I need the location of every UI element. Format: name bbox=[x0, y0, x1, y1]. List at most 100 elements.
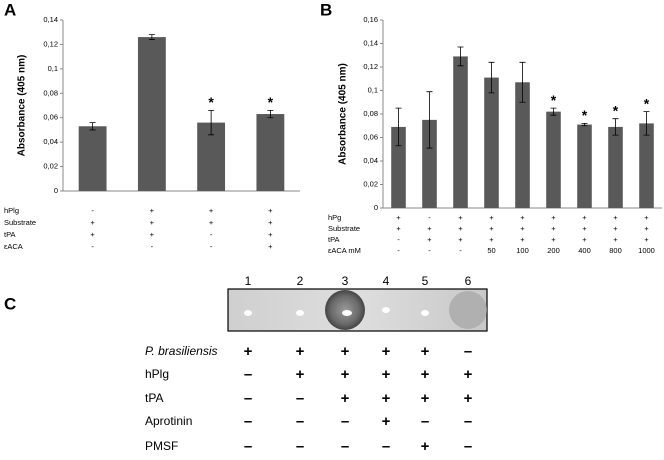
condition-name: tPA bbox=[328, 235, 340, 244]
bar bbox=[78, 126, 107, 191]
row-sign: + bbox=[382, 413, 391, 430]
condition-value: + bbox=[209, 218, 214, 227]
condition-value: + bbox=[582, 235, 587, 244]
y-tick-label: 0,04 bbox=[363, 156, 378, 165]
error-bar bbox=[267, 109, 274, 119]
y-tick-label: 0,12 bbox=[363, 62, 378, 71]
condition-value: + bbox=[551, 213, 556, 222]
condition-value: + bbox=[90, 230, 95, 239]
y-tick-label: 0,08 bbox=[43, 88, 58, 97]
row-label: Aprotinin bbox=[145, 414, 192, 428]
condition-name: Substrate bbox=[4, 218, 36, 227]
condition-value: 100 bbox=[516, 246, 529, 255]
bar bbox=[515, 82, 530, 208]
condition-value: + bbox=[396, 213, 401, 222]
condition-name: εACA bbox=[4, 242, 23, 251]
bar bbox=[391, 126, 406, 208]
condition-value: + bbox=[90, 218, 95, 227]
condition-value: 400 bbox=[578, 246, 591, 255]
condition-value: + bbox=[268, 242, 273, 251]
y-axis-label: Absorbance (405 nm) bbox=[17, 55, 28, 157]
lane-number: 6 bbox=[465, 274, 472, 288]
condition-value: - bbox=[210, 242, 213, 251]
condition-name: hPlg bbox=[4, 206, 19, 215]
y-tick-label: 0,06 bbox=[43, 113, 58, 122]
row-sign: – bbox=[296, 413, 304, 430]
row-sign: + bbox=[382, 343, 391, 360]
condition-value: + bbox=[489, 235, 494, 244]
y-tick-label: 0,08 bbox=[363, 109, 378, 118]
y-tick-label: 0,14 bbox=[43, 15, 58, 24]
row-sign: + bbox=[421, 390, 430, 407]
error-bar bbox=[643, 111, 650, 136]
error-bar bbox=[426, 91, 433, 149]
condition-value: + bbox=[489, 224, 494, 233]
row-sign: + bbox=[296, 366, 305, 383]
condition-value: + bbox=[644, 213, 649, 222]
significance-mark: * bbox=[268, 94, 274, 110]
y-tick-label: 0,1 bbox=[368, 85, 378, 94]
significance-mark: * bbox=[551, 92, 557, 108]
row-sign: + bbox=[296, 343, 305, 360]
row-sign: – bbox=[296, 390, 304, 407]
significance-mark: * bbox=[613, 102, 619, 118]
lane-number: 4 bbox=[383, 274, 390, 288]
row-sign: + bbox=[464, 390, 473, 407]
lane-number: 2 bbox=[297, 274, 304, 288]
condition-value: + bbox=[551, 235, 556, 244]
y-tick-label: 0 bbox=[54, 186, 58, 195]
bar bbox=[422, 119, 437, 208]
row-label: hPlg bbox=[145, 367, 169, 381]
row-sign: + bbox=[382, 366, 391, 383]
condition-name: tPA bbox=[4, 230, 16, 239]
condition-value: + bbox=[582, 213, 587, 222]
condition-value: + bbox=[427, 224, 432, 233]
row-sign: – bbox=[464, 413, 472, 430]
significance-mark: * bbox=[208, 94, 214, 110]
error-bar bbox=[488, 61, 495, 94]
bar bbox=[577, 124, 592, 208]
condition-value: - bbox=[91, 242, 94, 251]
error-bar bbox=[581, 123, 588, 127]
condition-value: - bbox=[428, 213, 431, 222]
condition-name: hPg bbox=[328, 213, 341, 222]
error-bar bbox=[89, 122, 96, 131]
row-sign: – bbox=[421, 413, 429, 430]
row-sign: + bbox=[421, 366, 430, 383]
condition-value: 800 bbox=[609, 246, 622, 255]
y-tick-label: 0,1 bbox=[48, 64, 58, 73]
condition-value: 200 bbox=[547, 246, 560, 255]
condition-value: + bbox=[551, 224, 556, 233]
condition-value: + bbox=[644, 235, 649, 244]
y-axis-label: Absorbance (405 nm) bbox=[338, 63, 349, 165]
condition-value: + bbox=[489, 213, 494, 222]
condition-value: + bbox=[613, 224, 618, 233]
y-tick-label: 0,04 bbox=[43, 137, 58, 146]
row-sign: + bbox=[421, 343, 430, 360]
row-sign: + bbox=[341, 343, 350, 360]
error-bar bbox=[612, 118, 619, 136]
condition-value: - bbox=[91, 206, 94, 215]
bar bbox=[608, 126, 623, 208]
row-label: P. brasiliensis bbox=[145, 344, 217, 358]
error-bar bbox=[395, 107, 402, 147]
condition-value: + bbox=[613, 213, 618, 222]
significance-mark: * bbox=[582, 107, 588, 123]
y-tick-label: 0,12 bbox=[43, 39, 58, 48]
condition-name: Substrate bbox=[328, 224, 360, 233]
panel-label: A bbox=[4, 0, 16, 19]
condition-value: + bbox=[268, 230, 273, 239]
row-sign: – bbox=[341, 438, 349, 455]
condition-value: + bbox=[520, 224, 525, 233]
condition-value: + bbox=[520, 213, 525, 222]
row-sign: – bbox=[464, 438, 472, 455]
lane-number: 1 bbox=[245, 274, 252, 288]
condition-value: + bbox=[613, 235, 618, 244]
row-sign: – bbox=[244, 438, 252, 455]
row-label: PMSF bbox=[145, 439, 178, 453]
y-tick-label: 0,02 bbox=[43, 162, 58, 171]
condition-value: + bbox=[427, 235, 432, 244]
bar bbox=[639, 123, 654, 208]
blot-image bbox=[227, 288, 488, 332]
